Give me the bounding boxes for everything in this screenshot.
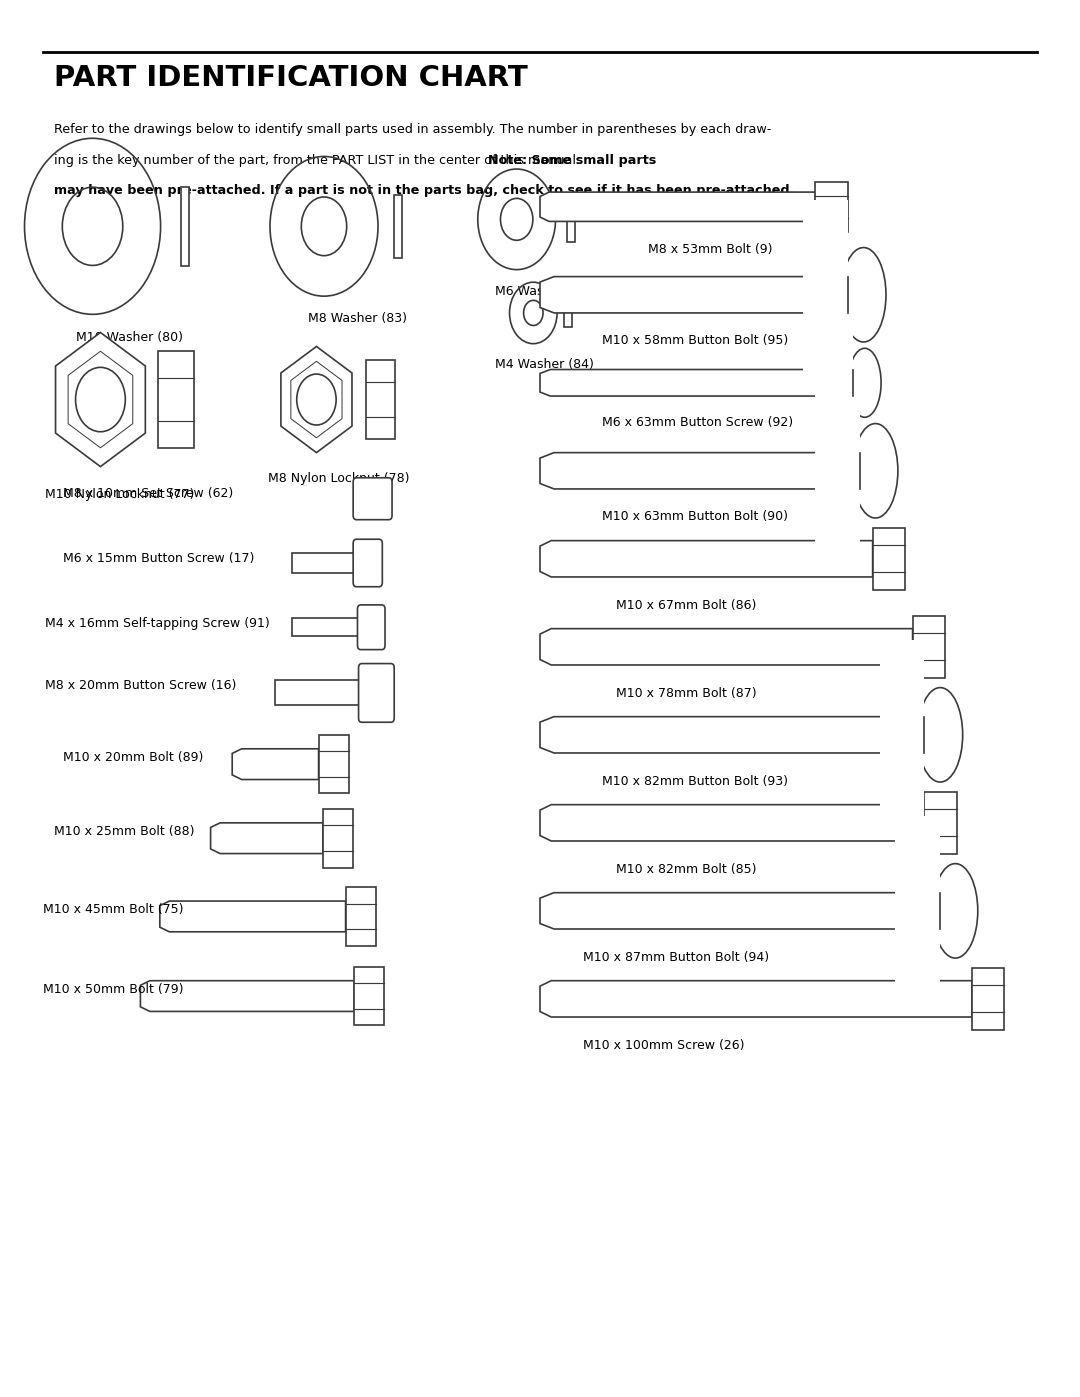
Text: may have been pre-attached. If a part is not in the parts bag, check to see if i: may have been pre-attached. If a part is… [54, 184, 795, 197]
Text: M10 x 100mm Screw (26): M10 x 100mm Screw (26) [583, 1039, 745, 1052]
Text: M8 Nylon Locknut (78): M8 Nylon Locknut (78) [268, 472, 409, 485]
Bar [564, 299, 571, 327]
Text: M10 x 87mm Button Bolt (94): M10 x 87mm Button Bolt (94) [583, 951, 769, 964]
Text: M6 x 15mm Button Screw (17): M6 x 15mm Button Screw (17) [63, 552, 254, 566]
Bar [319, 735, 349, 793]
Bar [924, 792, 957, 854]
Text: M10 x 78mm Bolt (87): M10 x 78mm Bolt (87) [616, 687, 756, 700]
Text: ing is the key number of the part, from the PART LIST in the center of this manu: ing is the key number of the part, from … [54, 154, 584, 166]
Bar [815, 182, 848, 232]
Text: M8 x 20mm Button Screw (16): M8 x 20mm Button Screw (16) [45, 679, 237, 693]
Bar [567, 197, 575, 242]
Bar [802, 200, 848, 390]
Polygon shape [232, 749, 319, 780]
Ellipse shape [918, 687, 962, 782]
Bar [275, 680, 362, 705]
FancyBboxPatch shape [359, 664, 394, 722]
Text: M10 x 63mm Button Bolt (90): M10 x 63mm Button Bolt (90) [602, 510, 787, 522]
Polygon shape [140, 981, 354, 1011]
Bar [354, 967, 384, 1025]
Bar [873, 528, 905, 590]
Bar [365, 360, 395, 439]
Text: M10 x 58mm Button Bolt (95): M10 x 58mm Button Bolt (95) [602, 334, 787, 346]
Polygon shape [160, 901, 346, 932]
Text: M10 x 67mm Bolt (86): M10 x 67mm Bolt (86) [616, 599, 756, 612]
Polygon shape [540, 193, 815, 221]
Text: M8 x 53mm Bolt (9): M8 x 53mm Bolt (9) [648, 243, 772, 256]
Text: M6 x 63mm Button Screw (92): M6 x 63mm Button Screw (92) [602, 416, 793, 429]
Text: PART IDENTIFICATION CHART: PART IDENTIFICATION CHART [54, 64, 528, 92]
Text: M10 x 25mm Bolt (88): M10 x 25mm Bolt (88) [54, 824, 194, 838]
Text: M4 Washer (84): M4 Washer (84) [495, 358, 594, 370]
Polygon shape [540, 277, 848, 313]
Ellipse shape [848, 348, 881, 418]
Bar [814, 376, 860, 566]
Ellipse shape [933, 863, 977, 958]
Text: M10 Washer (80): M10 Washer (80) [76, 331, 183, 344]
Polygon shape [540, 453, 860, 489]
FancyBboxPatch shape [353, 539, 382, 587]
Polygon shape [540, 541, 873, 577]
Polygon shape [55, 332, 146, 467]
Text: M10 x 82mm Bolt (85): M10 x 82mm Bolt (85) [616, 863, 756, 876]
Polygon shape [540, 805, 924, 841]
Bar [323, 809, 353, 868]
Bar [894, 816, 940, 1006]
Text: M10 x 45mm Bolt (75): M10 x 45mm Bolt (75) [43, 902, 184, 916]
Polygon shape [281, 346, 352, 453]
Bar [158, 351, 194, 448]
Bar [292, 617, 361, 636]
Polygon shape [540, 629, 913, 665]
FancyBboxPatch shape [357, 605, 386, 650]
Ellipse shape [841, 247, 886, 342]
Polygon shape [540, 893, 940, 929]
Text: M4 x 16mm Self-tapping Screw (91): M4 x 16mm Self-tapping Screw (91) [45, 616, 270, 630]
Text: M8 Washer (83): M8 Washer (83) [308, 312, 407, 324]
Text: M6 Washer (81): M6 Washer (81) [495, 285, 594, 298]
Text: M10 x 82mm Button Bolt (93): M10 x 82mm Button Bolt (93) [602, 775, 787, 788]
Text: M10 x 20mm Bolt (89): M10 x 20mm Bolt (89) [63, 750, 203, 764]
Bar [913, 616, 945, 678]
Ellipse shape [853, 423, 897, 518]
Bar [972, 968, 1004, 1030]
Text: M8 x 10mm Set Screw (62): M8 x 10mm Set Screw (62) [63, 486, 233, 500]
Text: Refer to the drawings below to identify small parts used in assembly. The number: Refer to the drawings below to identify … [54, 123, 771, 136]
Bar [181, 187, 189, 265]
Bar [346, 887, 376, 946]
Polygon shape [540, 981, 972, 1017]
Text: M10 x 50mm Bolt (79): M10 x 50mm Bolt (79) [43, 982, 184, 996]
Polygon shape [540, 717, 924, 753]
Bar [394, 194, 402, 257]
Polygon shape [540, 370, 853, 397]
Bar [821, 314, 853, 451]
Text: Note: Some small parts: Note: Some small parts [488, 154, 656, 166]
FancyBboxPatch shape [353, 478, 392, 520]
Bar [292, 553, 356, 573]
Text: M10 Nylon Locknut (77): M10 Nylon Locknut (77) [45, 488, 194, 500]
Bar [879, 640, 924, 830]
Polygon shape [211, 823, 323, 854]
